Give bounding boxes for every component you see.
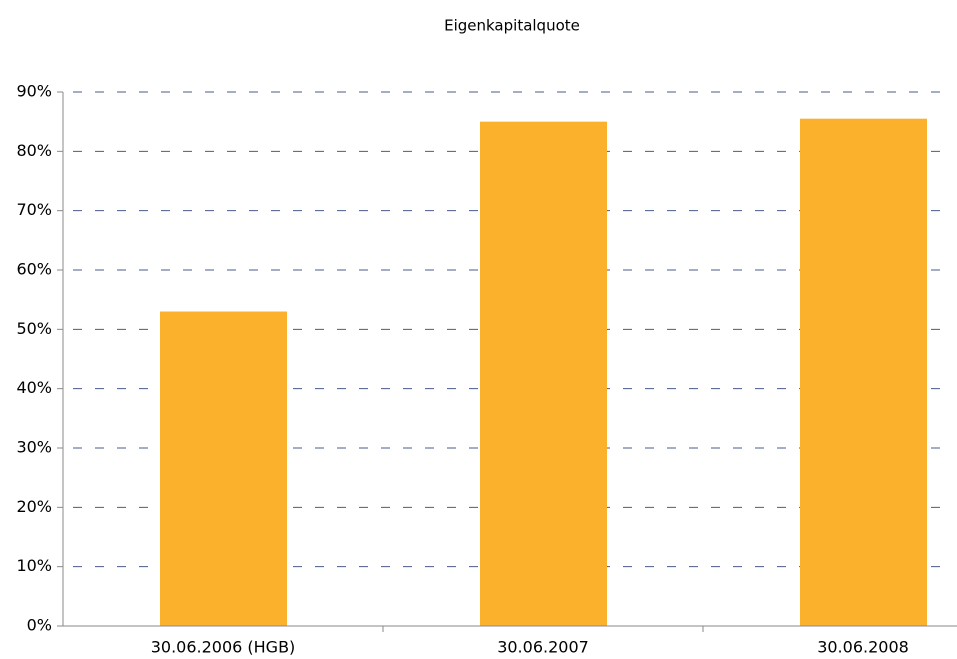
y-tick-label: 40% [16,378,52,397]
y-tick-label: 70% [16,200,52,219]
y-tick-label: 30% [16,438,52,457]
chart-title: Eigenkapitalquote [444,17,580,35]
y-tick-label: 90% [16,82,52,101]
y-tick-label: 50% [16,319,52,338]
x-tick-label: 30.06.2007 [497,638,589,657]
y-tick-label: 20% [16,497,52,516]
y-tick-label: 60% [16,260,52,279]
y-tick-label: 10% [16,556,52,575]
bar [800,118,927,626]
y-tick-label: 0% [27,616,52,635]
bar [480,121,607,627]
x-tick-label: 30.06.2006 (HGB) [151,638,296,657]
bar [160,311,287,626]
y-tick-label: 80% [16,141,52,160]
x-tick-label: 30.06.2008 [817,638,909,657]
